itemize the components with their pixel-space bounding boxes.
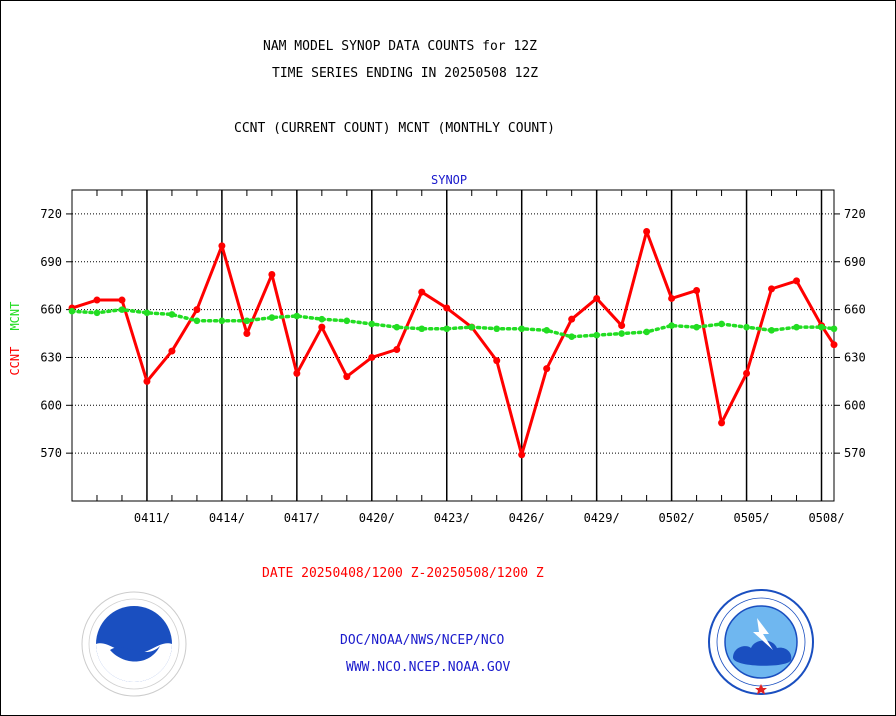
data-point-ccnt [193,306,201,314]
x-tick-label: 0417/ [284,511,320,525]
y-axis-label-ccnt: CCNT [8,347,22,376]
series-line-mcnt [70,307,836,339]
y-tick-label-left: 570 [40,446,62,460]
data-point-ccnt [418,288,426,296]
data-point-mcnt [443,325,451,333]
data-point-mcnt [793,323,800,331]
data-point-ccnt [318,323,326,331]
y-tick-label-left: 600 [40,398,62,412]
panel-label: SYNOP [431,173,468,187]
data-point-ccnt [243,330,251,338]
data-point-ccnt [143,377,151,385]
y-tick-label-left: 720 [40,207,62,221]
data-point-mcnt [293,312,301,320]
data-point-mcnt [193,317,201,325]
data-point-ccnt [593,294,601,302]
data-point-ccnt [368,353,376,361]
y-tick-label-left: 630 [40,350,62,364]
x-tick-label: 0423/ [434,511,470,525]
data-point-ccnt [793,277,801,285]
y-tick-label-right: 600 [844,398,866,412]
x-tick-label: 0414/ [209,511,245,525]
x-tick-label: 0508/ [808,511,844,525]
data-point-mcnt [243,317,251,325]
data-point-mcnt [593,331,600,339]
noaa-logo [81,591,187,697]
data-point-ccnt [218,242,226,250]
plot-area [71,189,835,502]
data-point-mcnt [818,323,825,331]
data-point-mcnt [693,323,700,331]
data-point-ccnt [618,322,626,330]
data-point-ccnt [743,369,751,377]
x-tick-label: 0426/ [509,511,545,525]
data-point-mcnt [743,323,750,331]
y-tick-label-left: 690 [40,255,62,269]
data-point-mcnt [343,317,351,325]
data-point-ccnt [293,369,301,377]
data-point-ccnt [668,294,676,302]
data-point-ccnt [543,365,551,373]
data-point-ccnt [393,345,401,353]
y-tick-label-right: 720 [844,207,866,221]
x-tick-label: 0420/ [359,511,395,525]
y-axis-label-mcnt: MCNT [8,302,22,331]
data-point-mcnt [668,322,675,329]
data-point-ccnt [718,419,726,427]
series-line-ccnt [70,229,836,457]
data-point-mcnt [543,327,550,334]
data-point-ccnt [118,296,126,304]
data-point-mcnt [118,306,126,313]
data-point-ccnt [830,341,838,349]
data-point-mcnt [493,325,501,333]
data-point-ccnt [93,296,101,304]
data-point-mcnt [618,330,625,337]
data-point-mcnt [393,323,401,331]
data-point-mcnt [768,327,775,334]
footer-url: WWW.NCO.NCEP.NOAA.GOV [346,660,511,675]
y-tick-label-left: 660 [40,303,62,317]
data-point-mcnt [468,323,476,331]
data-point-ccnt [268,271,276,279]
data-point-ccnt [643,227,651,235]
footer-org: DOC/NOAA/NWS/NCEP/NCO [340,633,505,648]
data-point-mcnt [368,320,376,328]
chart-title-3: CCNT (CURRENT COUNT) MCNT (MONTHLY COUNT… [234,121,555,136]
date-range-label: DATE 20250408/1200 Z-20250508/1200 Z [262,566,544,581]
data-point-mcnt [418,325,426,333]
data-point-mcnt [218,317,226,325]
data-point-mcnt [68,307,76,315]
data-point-ccnt [693,286,701,294]
data-point-ccnt [443,304,451,312]
chart-title-1: NAM MODEL SYNOP DATA COUNTS for 12Z [263,39,537,54]
data-point-ccnt [343,373,351,381]
data-point-mcnt [643,328,650,336]
data-point-mcnt [718,320,725,328]
y-tick-label-right: 660 [844,303,866,317]
data-point-ccnt [518,451,526,459]
x-tick-label: 0505/ [733,511,769,525]
data-point-mcnt [568,333,575,341]
data-point-ccnt [493,357,501,365]
data-point-mcnt [268,314,276,321]
chart-title-2: TIME SERIES ENDING IN 20250508 12Z [272,66,539,81]
data-point-mcnt [143,309,151,317]
y-tick-label-right: 690 [844,255,866,269]
data-point-mcnt [93,309,101,317]
data-point-mcnt [518,325,526,333]
data-point-ccnt [768,285,776,293]
data-point-mcnt [830,325,838,333]
x-tick-label: 0411/ [134,511,170,525]
data-point-mcnt [168,311,176,318]
x-tick-label: 0429/ [584,511,620,525]
data-point-ccnt [568,315,576,323]
y-tick-label-right: 570 [844,446,866,460]
x-tick-label: 0502/ [659,511,695,525]
data-point-ccnt [168,347,176,355]
nws-logo [708,589,814,695]
y-tick-label-right: 630 [844,350,866,364]
data-point-mcnt [318,315,326,323]
